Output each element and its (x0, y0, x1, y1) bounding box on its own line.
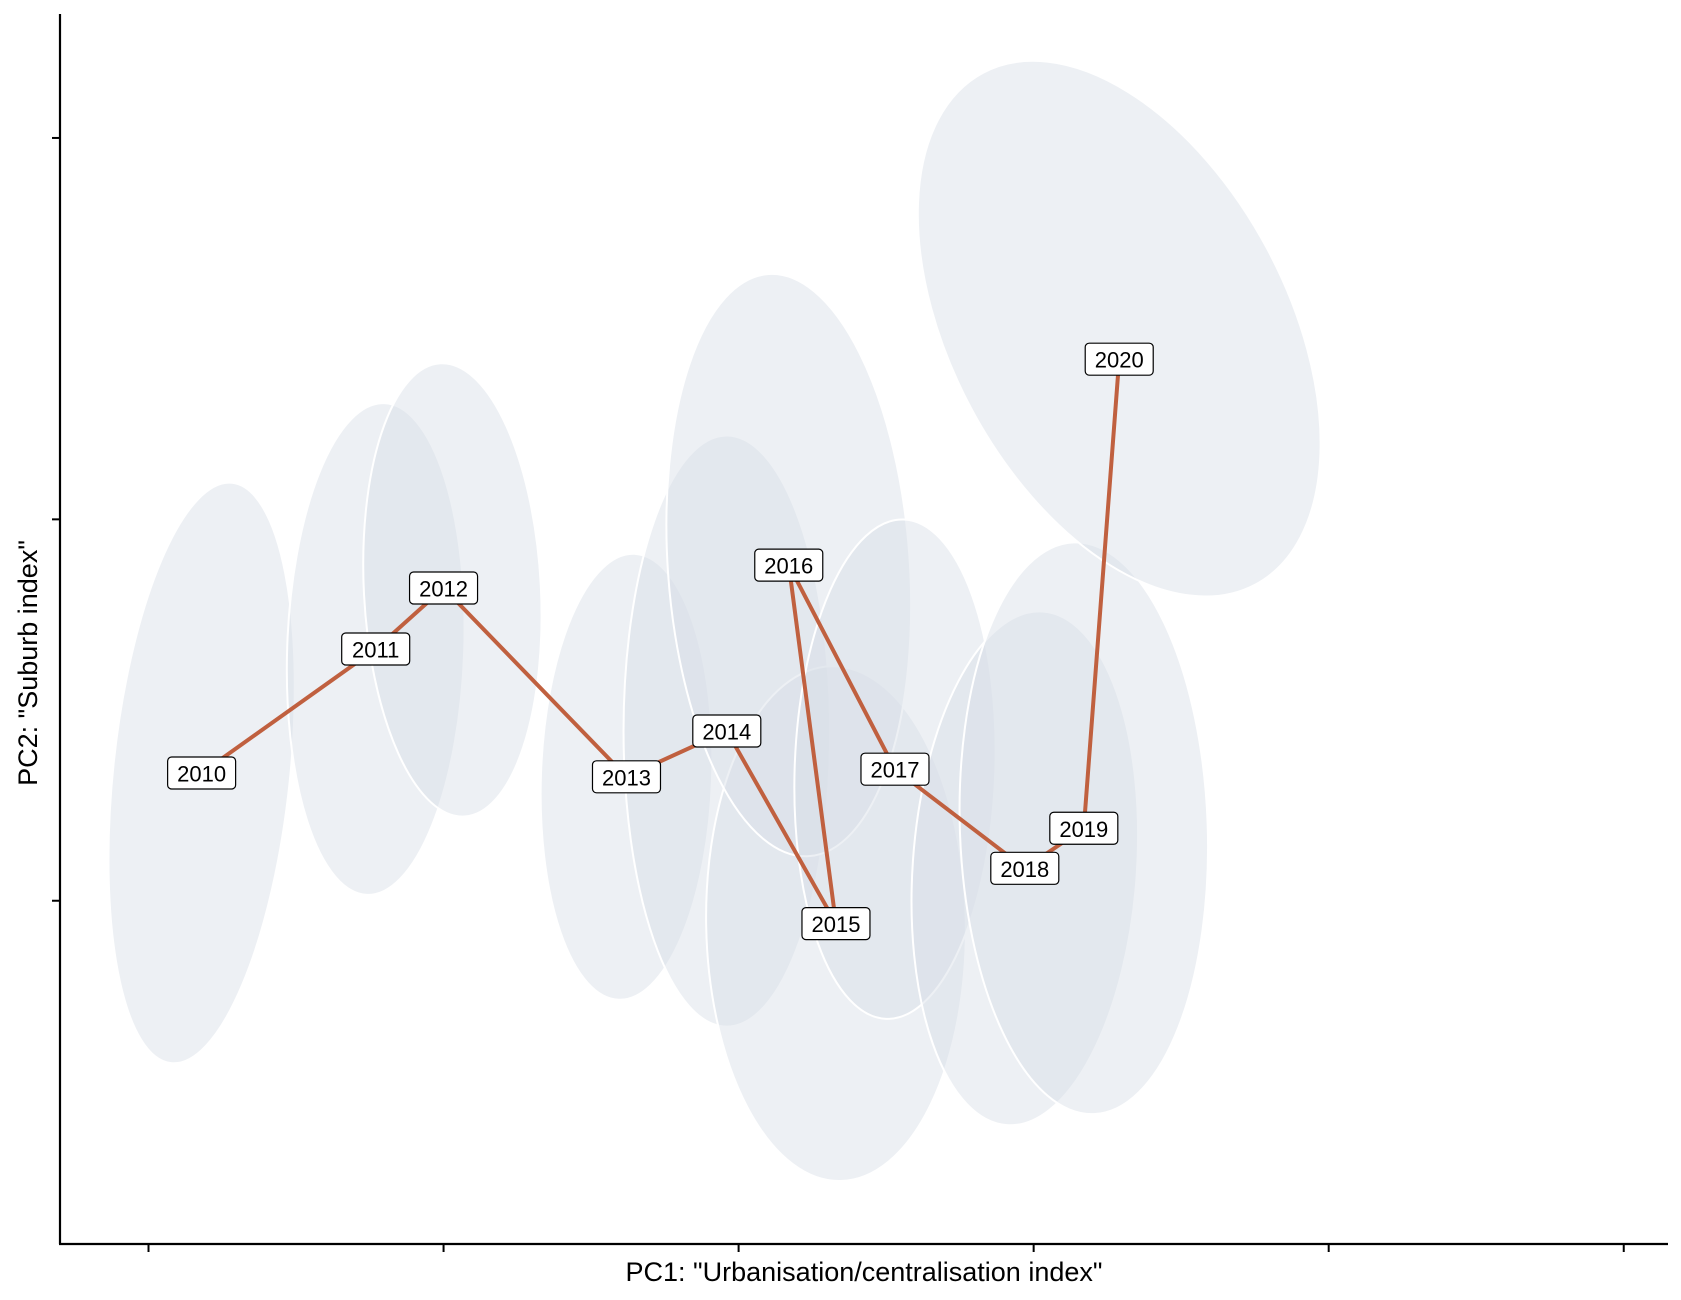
year-label-box (692, 714, 762, 748)
year-label-text: 2017 (871, 758, 920, 783)
y-axis-title: PC2: "Suburb index" (13, 540, 43, 786)
year-label-text: 2014 (702, 720, 751, 745)
year-label-box (860, 752, 930, 786)
year-label-box (754, 548, 824, 582)
confidence-ellipse-2020 (916, 59, 1322, 598)
year-label-text: 2010 (177, 761, 226, 786)
year-label-2010: 2010 (167, 756, 237, 790)
year-label-2011: 2011 (341, 632, 411, 666)
year-label-box (591, 760, 662, 794)
year-label-2019: 2019 (1049, 811, 1119, 845)
year-label-box (408, 571, 479, 605)
year-label-2018: 2018 (990, 851, 1060, 885)
year-label-text: 2015 (811, 912, 860, 937)
x-axis-title: PC1: "Urbanisation/centralisation index" (626, 1257, 1103, 1287)
year-label-2017: 2017 (860, 752, 930, 786)
year-label-2012: 2012 (408, 571, 479, 605)
year-label-box (990, 851, 1060, 885)
year-label-text: 2020 (1095, 348, 1144, 373)
year-label-box (1049, 811, 1119, 845)
year-label-text: 2019 (1059, 817, 1108, 842)
year-label-text: 2011 (352, 638, 399, 663)
year-label-box (1084, 342, 1154, 376)
year-label-text: 2013 (602, 765, 651, 790)
ellipse-layer (107, 59, 1322, 1183)
year-label-2015: 2015 (801, 907, 871, 941)
year-label-2014: 2014 (692, 714, 762, 748)
year-label-box (341, 632, 411, 666)
year-label-box (167, 756, 237, 790)
year-label-box (801, 907, 871, 941)
year-label-2020: 2020 (1084, 342, 1154, 376)
label-layer: 2010 2011 2012 2013 2014 2015 2016 2017 2018 2019… (167, 342, 1154, 941)
year-label-text: 2012 (419, 577, 468, 602)
year-label-text: 2018 (1000, 857, 1049, 882)
year-label-text: 2016 (764, 554, 813, 579)
year-label-2016: 2016 (754, 548, 824, 582)
year-label-2013: 2013 (591, 760, 662, 794)
axis-layer (52, 14, 1668, 1252)
